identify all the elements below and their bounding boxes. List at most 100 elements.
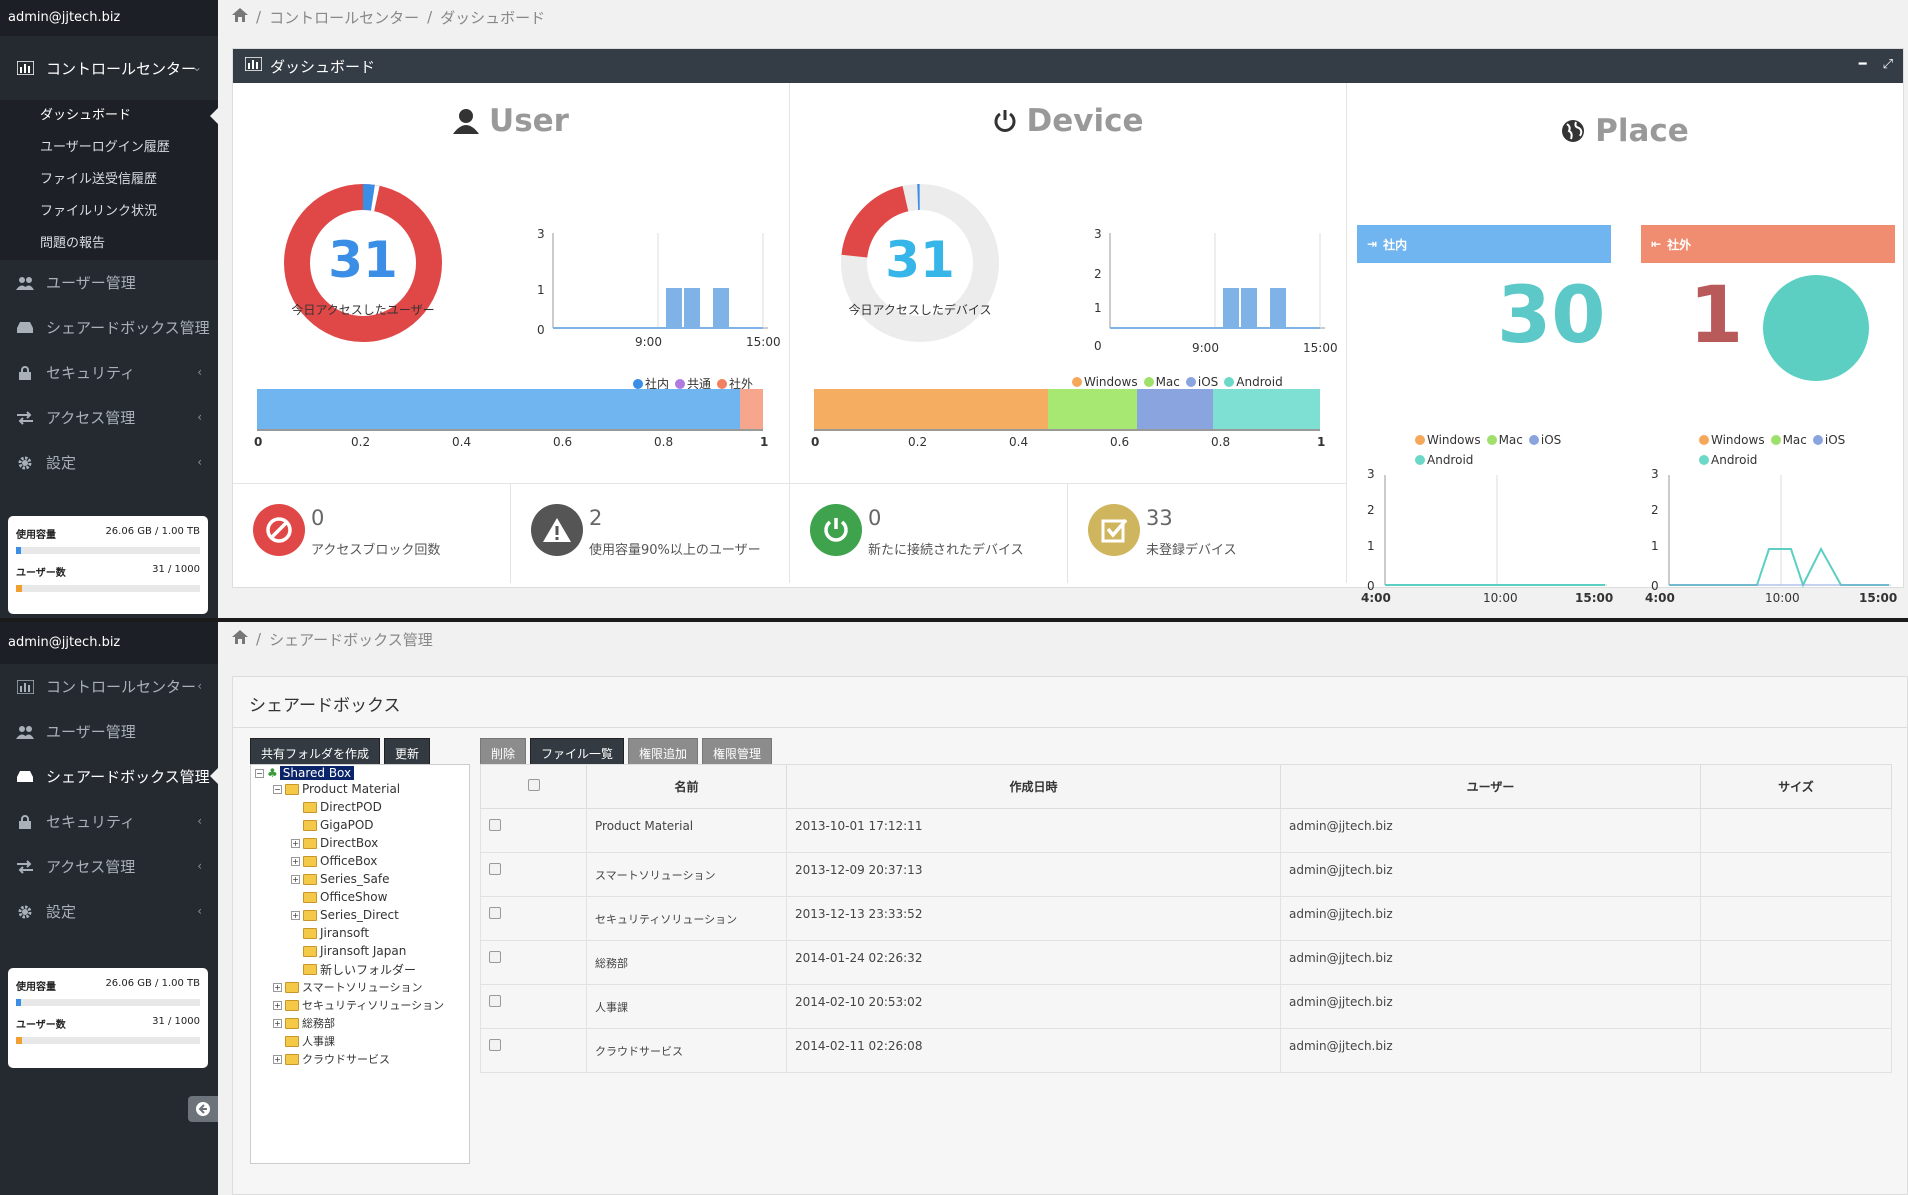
axis-tick: 1 [537,283,545,297]
row-checkbox[interactable] [489,951,501,963]
table-row[interactable]: スマートソリューション 2013-12-09 20:37:13 admin@jjte… [480,852,1892,897]
warning-icon [531,504,583,556]
breadcrumb-item[interactable]: コントロールセンター [269,8,420,27]
refresh-button[interactable]: 更新 [384,738,431,768]
cell-name: クラウドサービス [586,1028,787,1073]
manage-permission-button[interactable]: 権限管理 [702,738,773,768]
tree-node[interactable]: 新しいフォルダー [303,961,416,977]
tree-node[interactable]: Jiransoft [303,925,369,941]
folder-tree: − ♣ Shared Box − Product Material DirectPOD… [250,764,470,1164]
tree-node[interactable]: + Series_Direct [291,908,399,922]
device-legend: Windows Mac iOS Android [1072,375,1283,389]
table-row[interactable]: クラウドサービス 2014-02-11 02:26:08 admin@jjtech.… [480,1028,1892,1073]
sidebar: admin@jjtech.biz コントロールセンター ‹ ユーザー管理 シェア… [0,622,218,1195]
nav-security[interactable]: セキュリティ ‹ [0,799,218,844]
nav-users[interactable]: ユーザー管理 [0,709,218,754]
exchange-icon [14,859,36,875]
inside-header: ⇥ 社内 [1357,225,1611,263]
panel-title: シェアードボックス [249,696,401,716]
nav-control-center[interactable]: コントロールセンター ⌄ [0,36,218,100]
cell-name: 総務部 [586,940,787,985]
row-checkbox[interactable] [489,995,501,1007]
nav-access[interactable]: アクセス管理 ‹ [0,844,218,889]
home-icon[interactable] [232,630,248,648]
collapse-sidebar-button[interactable] [188,1096,218,1122]
nav-sharedbox[interactable]: シェアードボックス管理 [0,754,218,799]
tree-node[interactable]: 人事課 [285,1033,335,1049]
add-permission-button[interactable]: 権限追加 [628,738,699,768]
nav-label: ユーザー管理 [46,723,136,741]
power-icon [810,504,862,556]
nav-label: コントロールセンター [46,59,197,78]
select-all-checkbox[interactable] [527,779,540,791]
axis-tick: 0.6 [1110,435,1130,449]
subnav-dashboard[interactable]: ダッシュボード [0,100,218,132]
cell-user: admin@jjtech.biz [1280,852,1701,897]
tree-node[interactable]: Jiransoft Japan [303,943,406,959]
user-title: User [233,103,789,139]
nav-control-center[interactable]: コントロールセンター ‹ [0,664,218,709]
nav-access[interactable]: アクセス管理 ‹ [0,395,218,440]
device-donut [841,184,999,342]
nav-users[interactable]: ユーザー管理 [0,260,218,305]
table-row[interactable]: 人事課 2014-02-10 20:53:02 admin@jjtech.biz [480,984,1892,1029]
table-row[interactable]: Product Material 2013-10-01 17:12:11 admin… [480,808,1892,853]
nav-settings[interactable]: 設定 ‹ [0,440,218,485]
tree-node[interactable]: + セキュリティソリューション [273,999,445,1012]
user-stacked-bar [257,389,763,429]
row-checkbox[interactable] [489,907,501,919]
home-icon[interactable] [232,8,248,26]
user-email: admin@jjtech.biz [0,622,218,664]
tree-node[interactable]: + OfficeBox [291,854,378,868]
tree-node[interactable]: GigaPOD [303,817,374,833]
tree-node[interactable]: + スマートソリューション [273,981,423,994]
chevron-left-icon: ‹ [197,410,202,424]
column-header[interactable]: 作成日時 [786,764,1281,809]
tree-node[interactable]: + 総務部 [273,1017,335,1030]
column-header[interactable]: ユーザー [1280,764,1701,809]
subnav-file-link[interactable]: ファイルリンク状況 [40,204,158,219]
create-folder-button[interactable]: 共有フォルダを作成 [250,738,381,768]
subnav-file-history[interactable]: ファイル送受信履歴 [40,172,158,187]
delete-button[interactable]: 削除 [480,738,527,768]
subnav-report[interactable]: 問題の報告 [40,236,106,251]
minimize-icon[interactable]: ━ [1858,57,1867,72]
subnav-login-history[interactable]: ユーザーログイン履歴 [40,140,170,155]
tree-node[interactable]: + Series_Safe [291,872,390,886]
users-value: 31 / 1000 [152,564,200,575]
folder-icon [303,963,317,975]
nav-label: 設定 [46,454,77,472]
tree-node[interactable]: + DirectBox [291,836,379,850]
user-caption: 今日アクセスしたユーザー [291,303,435,317]
row-checkbox[interactable] [489,1039,501,1051]
table-row[interactable]: セキュリティソリューション 2013-12-13 23:33:52 admin@jj… [480,896,1892,941]
select-all-header[interactable] [480,764,587,809]
column-header[interactable]: サイズ [1700,764,1892,809]
axis-tick: 2 [1367,503,1375,517]
breadcrumb-item: シェアードボックス管理 [269,630,433,649]
nav-sharedbox[interactable]: シェアードボックス管理 [0,305,218,350]
nav-settings[interactable]: 設定 ‹ [0,889,218,934]
table-row[interactable]: 総務部 2014-01-24 02:26:32 admin@jjtech.biz [480,940,1892,985]
nav-security[interactable]: セキュリティ ‹ [0,350,218,395]
outside-pie [1763,275,1869,381]
tree-node[interactable]: DirectPOD [303,799,382,815]
axis-tick: 1 [1094,301,1102,315]
place-title: Place [1347,113,1903,149]
users-icon [14,275,36,291]
cell-name: スマートソリューション [586,852,787,897]
folder-icon [303,819,317,831]
column-header[interactable]: 名前 [586,764,787,809]
cell-name: Product Material [586,808,787,853]
axis-tick: 0.8 [1211,435,1231,449]
cell-user: admin@jjtech.biz [1280,984,1701,1029]
tree-node-product[interactable]: − Product Material [273,782,401,796]
tree-node[interactable]: OfficeShow [303,889,387,905]
tree-node-root[interactable]: − ♣ Shared Box [255,765,355,781]
cell-user: admin@jjtech.biz [1280,808,1701,853]
file-list-button[interactable]: ファイル一覧 [530,738,625,768]
expand-icon[interactable]: ⤢ [1882,57,1893,72]
row-checkbox[interactable] [489,863,501,875]
tree-node[interactable]: + クラウドサービス [273,1053,390,1066]
row-checkbox[interactable] [489,819,501,831]
